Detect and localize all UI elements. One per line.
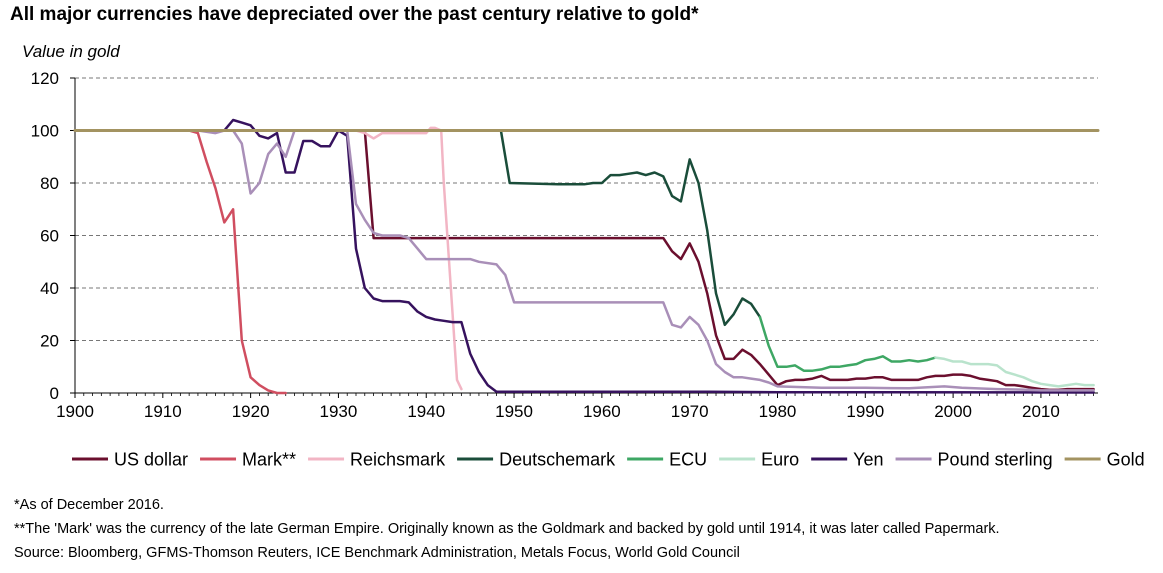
x-tick-label-1990: 1990: [846, 402, 884, 421]
y-tick-label-80: 80: [40, 174, 59, 193]
y-axis-label: Value in gold: [22, 42, 120, 61]
legend-label-ecu: ECU: [669, 450, 707, 470]
series-line-deutschemark: [499, 129, 762, 327]
legend-label-mark: Mark**: [242, 450, 296, 470]
axes: 0 20 40 60 80 100 120 1900 1910 1920 1930 1940 1950 1…: [31, 69, 1098, 421]
legend-label-reichsmark: Reichsmark: [350, 450, 446, 470]
x-tick-label-1940: 1940: [407, 402, 445, 421]
x-tick-label-1970: 1970: [671, 402, 709, 421]
x-tick-label-2000: 2000: [934, 402, 972, 421]
footnote-as-of: *As of December 2016.: [14, 497, 164, 513]
series-line-euro: [934, 356, 1095, 388]
x-tick-label-2010: 2010: [1022, 402, 1060, 421]
legend: US dollar Mark** Reichsmark Deutschemark ECU…: [72, 450, 1145, 470]
y-tick-label-20: 20: [40, 332, 59, 351]
grid-lines: [75, 77, 1098, 341]
legend-label-deutschemark: Deutschemark: [499, 450, 616, 470]
chart-title: All major currencies have depreciated ov…: [10, 4, 699, 25]
x-tick-label-1900: 1900: [56, 402, 94, 421]
series-line-yen: [73, 118, 1095, 394]
series-line-mark: [73, 129, 287, 395]
series-lines: [73, 118, 1100, 395]
series-line-reichsmark: [284, 126, 463, 391]
legend-label-gold: Gold: [1107, 450, 1145, 470]
y-tick-label-0: 0: [50, 384, 59, 403]
x-tick-label-1950: 1950: [495, 402, 533, 421]
series-line-us-dollar: [73, 129, 1095, 392]
series-line-ecu: [758, 315, 937, 372]
footnote-mark: **The 'Mark' was the currency of the lat…: [14, 521, 1000, 537]
x-tick-label-1930: 1930: [320, 402, 358, 421]
x-tick-label-1910: 1910: [144, 402, 182, 421]
x-tick-label-1980: 1980: [759, 402, 797, 421]
y-tick-label-40: 40: [40, 279, 59, 298]
y-tick-label-100: 100: [31, 122, 59, 141]
y-tick-label-120: 120: [31, 69, 59, 88]
x-tick-label-1960: 1960: [583, 402, 621, 421]
legend-label-us-dollar: US dollar: [114, 450, 188, 470]
x-tick-label-1920: 1920: [232, 402, 270, 421]
footnote-source: Source: Bloomberg, GFMS-Thomson Reuters,…: [14, 545, 740, 561]
series-line-pound-sterling: [73, 129, 1095, 392]
legend-label-euro: Euro: [761, 450, 799, 470]
legend-label-yen: Yen: [853, 450, 883, 470]
legend-label-pound-sterling: Pound sterling: [938, 450, 1053, 470]
y-tick-label-60: 60: [40, 227, 59, 246]
